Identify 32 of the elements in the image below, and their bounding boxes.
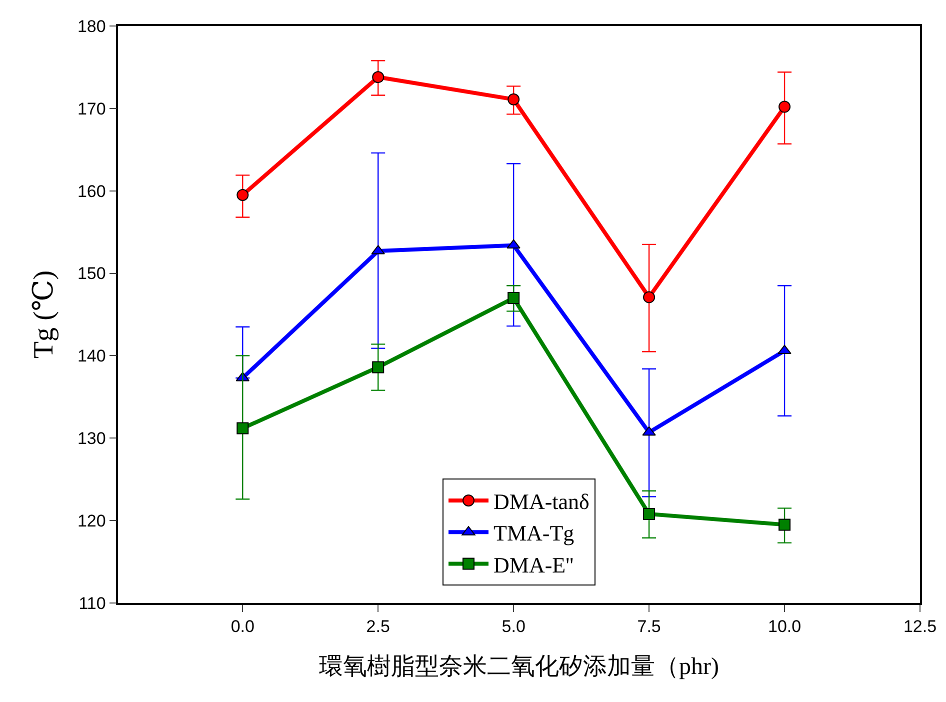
x-tick-label: 5.0 <box>502 617 526 636</box>
x-tick-label: 12.5 <box>903 617 937 636</box>
x-tick-label: 10.0 <box>768 617 802 636</box>
x-tick-label: 2.5 <box>366 617 390 636</box>
point <box>508 292 520 304</box>
point <box>643 291 656 304</box>
point <box>643 508 656 520</box>
y-tick-label: 180 <box>77 16 106 36</box>
point <box>508 93 520 106</box>
legend-label: TMA-Tg <box>494 520 574 546</box>
y-tick-label: 130 <box>77 429 106 448</box>
point <box>642 426 656 436</box>
y-tick-label: 170 <box>77 99 106 118</box>
legend-label: DMA-tanδ <box>494 489 590 514</box>
y-tick-label: 150 <box>77 264 106 284</box>
x-tick-label: 0.0 <box>230 617 254 636</box>
x-tick-label: 7.5 <box>637 617 661 636</box>
x-axis-title: 環氧樹脂型奈米二氧化矽添加量（phr) <box>319 654 719 680</box>
point <box>778 518 791 531</box>
point <box>372 361 384 374</box>
y-axis-title: Tg (℃) <box>28 270 60 359</box>
point <box>506 239 520 249</box>
y-tick-label: 120 <box>77 512 106 531</box>
point <box>372 71 384 84</box>
point <box>236 422 249 434</box>
y-tick-label: 140 <box>77 346 106 366</box>
y-tick-label: 160 <box>77 182 106 201</box>
legend-label: DMA-E'' <box>494 552 574 578</box>
point <box>778 100 791 113</box>
point <box>236 188 249 201</box>
y-tick-label: 110 <box>78 594 106 613</box>
point <box>778 344 792 354</box>
